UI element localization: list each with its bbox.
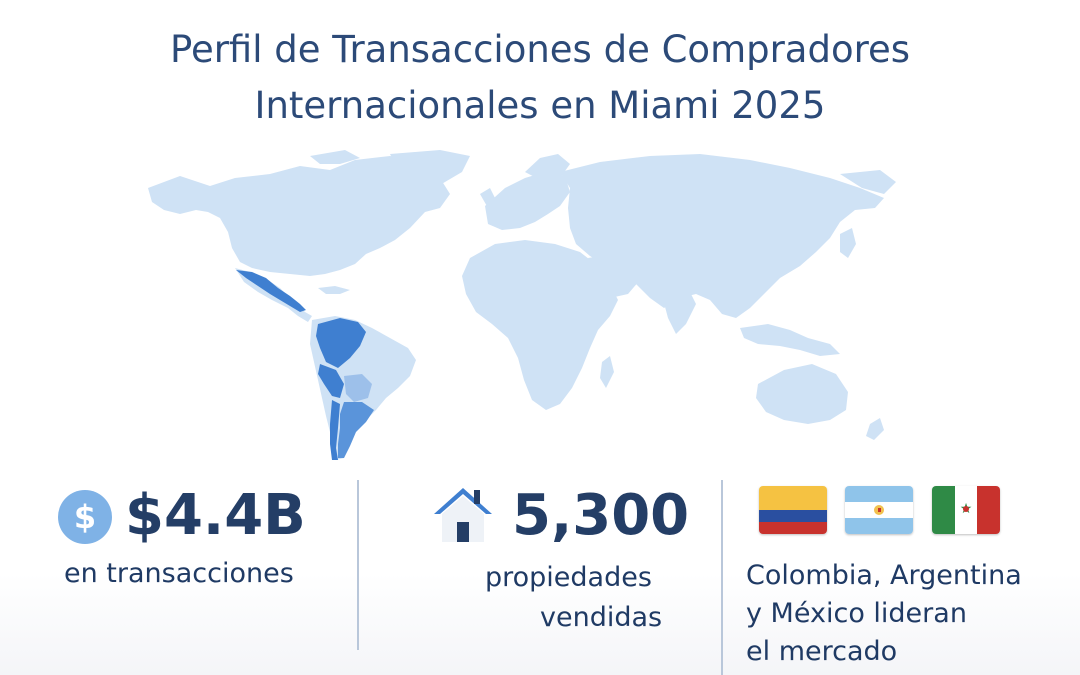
dollar-icon: $ [58, 490, 112, 544]
svg-text:$: $ [74, 498, 96, 536]
world-map [148, 150, 896, 460]
leaders-line3: el mercado [746, 636, 898, 667]
page-title: Perfil de Transacciones de Compradores I… [0, 22, 1080, 134]
title-line-1: Perfil de Transacciones de Compradores [169, 28, 911, 71]
house-icon [434, 488, 492, 542]
properties-label-line2: vendidas [540, 602, 663, 633]
highlighted-countries [236, 270, 374, 460]
transactions-value: $4.4B [125, 483, 306, 548]
leaders-line2: y México lideran [746, 598, 967, 629]
map-land [148, 150, 896, 460]
andes-shape [318, 364, 344, 398]
argentina-flag-icon [845, 486, 913, 534]
title-line-2: Internacionales en Miami 2025 [254, 84, 826, 127]
colombia-shape [316, 318, 366, 368]
properties-value: 5,300 [512, 483, 690, 548]
properties-label-line1: propiedades [485, 562, 652, 593]
stats-panel: $ $4.4B en transacciones 5,300 propiedad… [0, 470, 1080, 675]
divider-2 [721, 480, 723, 675]
bolivia-shape [344, 374, 372, 402]
divider-1 [357, 480, 359, 650]
mexico-flag-icon: ★ [932, 486, 1000, 534]
mexico-shape [236, 270, 306, 312]
leaders-line1: Colombia, Argentina [746, 560, 1022, 591]
colombia-flag-icon [759, 486, 827, 534]
transactions-label: en transacciones [64, 558, 294, 589]
chile-shape [330, 400, 340, 460]
argentina-shape [338, 402, 374, 458]
